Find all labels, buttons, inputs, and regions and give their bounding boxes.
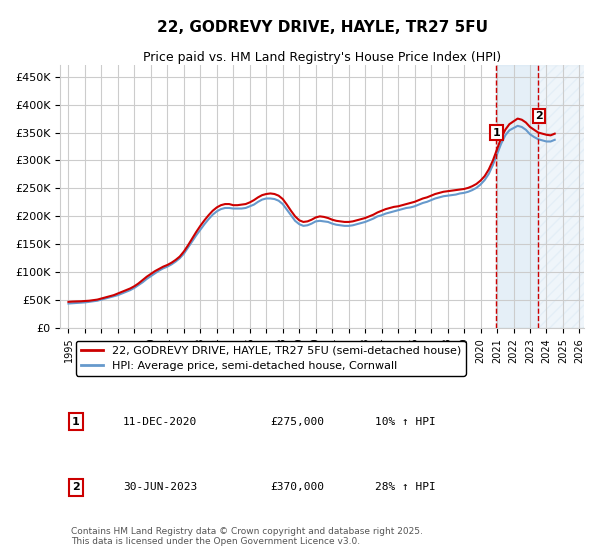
- Legend: 22, GODREVY DRIVE, HAYLE, TR27 5FU (semi-detached house), HPI: Average price, se: 22, GODREVY DRIVE, HAYLE, TR27 5FU (semi…: [76, 341, 466, 376]
- Bar: [496, 66, 538, 328]
- Text: 1: 1: [72, 417, 80, 427]
- Text: £370,000: £370,000: [270, 482, 324, 492]
- Text: 10% ↑ HPI: 10% ↑ HPI: [375, 417, 436, 427]
- Text: 30-JUN-2023: 30-JUN-2023: [123, 482, 197, 492]
- Text: 2: 2: [535, 111, 543, 121]
- Text: 11-DEC-2020: 11-DEC-2020: [123, 417, 197, 427]
- Text: 2: 2: [72, 482, 80, 492]
- Text: Contains HM Land Registry data © Crown copyright and database right 2025.
This d: Contains HM Land Registry data © Crown c…: [71, 526, 422, 546]
- Text: 28% ↑ HPI: 28% ↑ HPI: [375, 482, 436, 492]
- Text: Price paid vs. HM Land Registry's House Price Index (HPI): Price paid vs. HM Land Registry's House …: [143, 52, 502, 64]
- Text: £275,000: £275,000: [270, 417, 324, 427]
- Bar: [538, 66, 587, 328]
- Text: 22, GODREVY DRIVE, HAYLE, TR27 5FU: 22, GODREVY DRIVE, HAYLE, TR27 5FU: [157, 20, 488, 35]
- Text: 1: 1: [493, 128, 500, 138]
